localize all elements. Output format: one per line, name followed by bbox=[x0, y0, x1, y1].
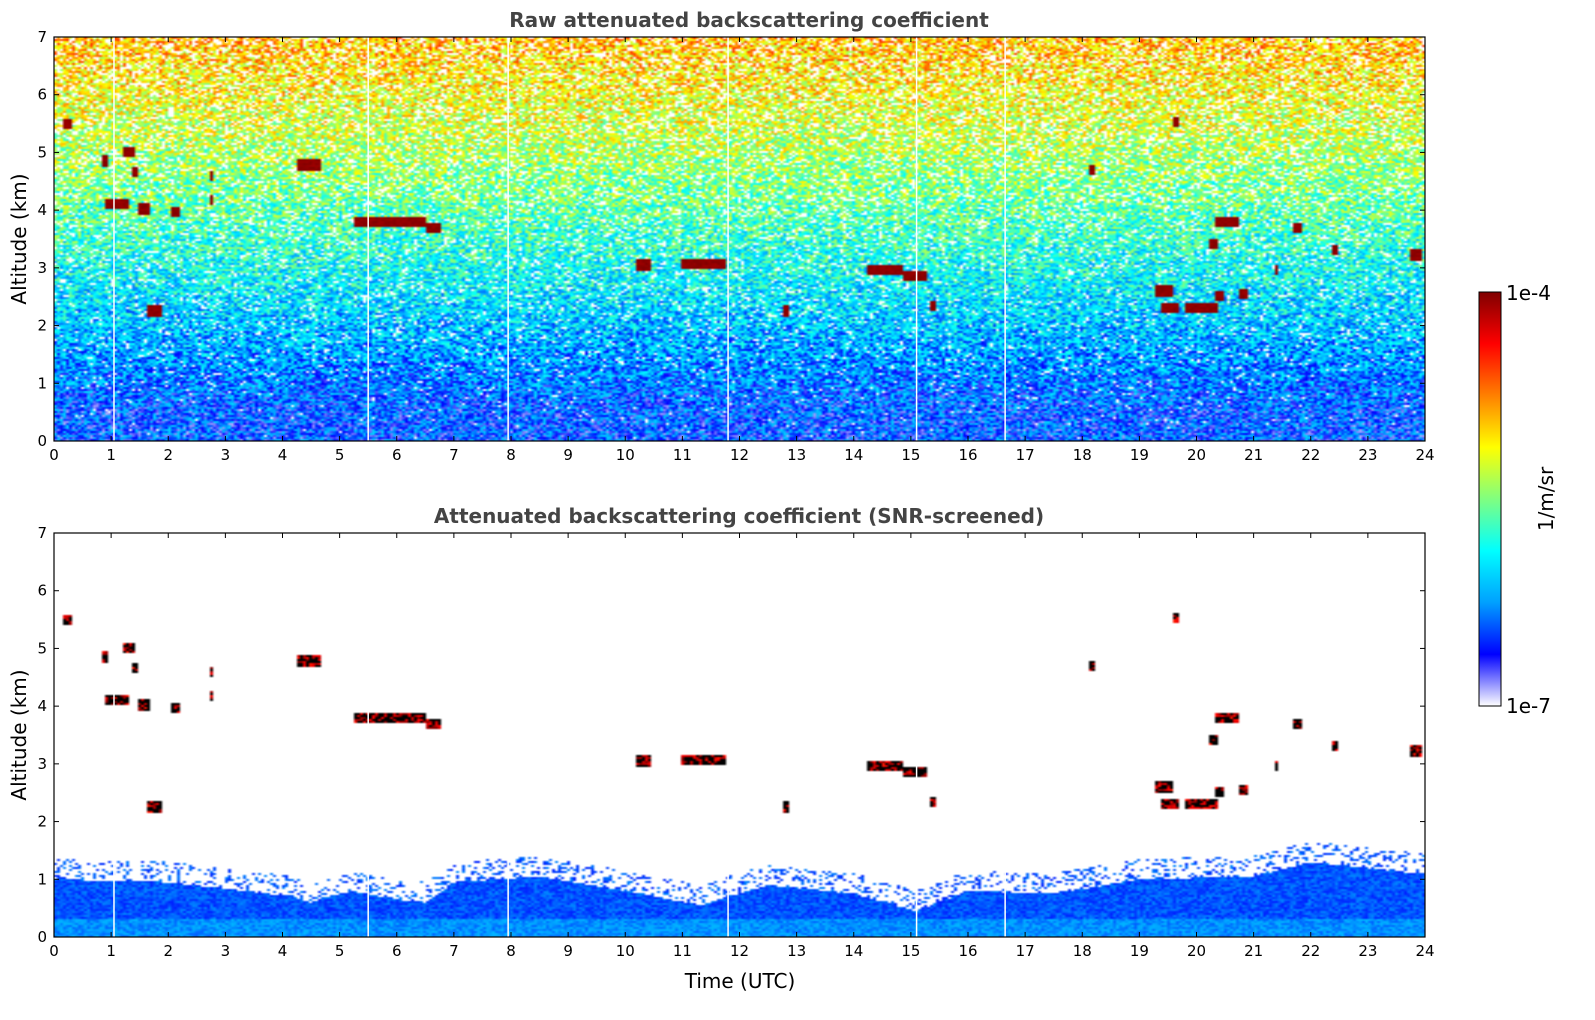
x-tick-label: 4 bbox=[278, 942, 288, 960]
x-tick-label: 2 bbox=[163, 446, 173, 464]
bottom-panel-title: Attenuated backscattering coefficient (S… bbox=[434, 504, 1044, 528]
x-tick-label: 14 bbox=[844, 942, 863, 960]
x-tick-label: 11 bbox=[673, 942, 692, 960]
x-tick-label: 22 bbox=[1301, 446, 1320, 464]
x-tick-label: 1 bbox=[106, 942, 116, 960]
x-tick-label: 9 bbox=[563, 446, 573, 464]
x-tick-label: 6 bbox=[392, 446, 402, 464]
x-tick-label: 13 bbox=[787, 942, 806, 960]
colorbar: 1e-4 1e-7 1/m/sr bbox=[1478, 281, 1558, 718]
x-tick-label: 10 bbox=[616, 446, 635, 464]
top-panel-y-axis-label: Altitude (km) bbox=[7, 173, 31, 304]
bottom-panel-heatmap bbox=[54, 533, 1425, 937]
bottom-panel-x-ticks: 0 1 2 3 4 5 6 7 8 9 10 11 12 13 14 15 16 17 18 19 20 21 22 23 24 bbox=[49, 533, 1435, 960]
x-tick-label: 24 bbox=[1415, 942, 1434, 960]
x-tick-label: 12 bbox=[730, 446, 749, 464]
x-tick-label: 15 bbox=[901, 446, 920, 464]
x-tick-label: 16 bbox=[958, 446, 977, 464]
x-tick-label: 24 bbox=[1415, 446, 1434, 464]
x-tick-label: 10 bbox=[616, 942, 635, 960]
top-panel-x-ticks: 0 1 2 3 4 5 6 7 8 9 10 11 12 13 14 15 16 17 18 19 20 21 22 23 24 bbox=[49, 37, 1435, 464]
x-tick-label: 18 bbox=[1073, 446, 1092, 464]
x-tick-label: 18 bbox=[1073, 942, 1092, 960]
x-tick-label: 4 bbox=[278, 446, 288, 464]
x-tick-label: 19 bbox=[1130, 446, 1149, 464]
y-tick-label: 1 bbox=[37, 374, 47, 392]
top-panel-plot-area bbox=[53, 36, 1426, 442]
x-tick-label: 16 bbox=[958, 942, 977, 960]
y-tick-label: 3 bbox=[37, 755, 47, 773]
x-tick-label: 6 bbox=[392, 942, 402, 960]
y-tick-label: 0 bbox=[37, 432, 47, 450]
x-tick-label: 8 bbox=[506, 446, 516, 464]
x-tick-label: 22 bbox=[1301, 942, 1320, 960]
x-tick-label: 17 bbox=[1016, 446, 1035, 464]
top-panel-title: Raw attenuated backscattering coefficien… bbox=[509, 8, 989, 32]
x-tick-label: 5 bbox=[335, 446, 345, 464]
top-panel-y-ticks: 0 1 2 3 4 5 6 7 bbox=[37, 28, 1425, 450]
x-tick-label: 20 bbox=[1187, 446, 1206, 464]
colorbar-label: 1/m/sr bbox=[1534, 466, 1558, 531]
x-tick-label: 7 bbox=[449, 446, 459, 464]
x-tick-label: 21 bbox=[1244, 446, 1263, 464]
colorbar-min-label: 1e-7 bbox=[1506, 694, 1551, 718]
y-tick-label: 7 bbox=[37, 28, 47, 46]
x-tick-label: 15 bbox=[901, 942, 920, 960]
x-axis-label: Time (UTC) bbox=[684, 969, 796, 993]
y-tick-label: 7 bbox=[37, 524, 47, 542]
x-tick-label: 7 bbox=[449, 942, 459, 960]
x-tick-label: 3 bbox=[221, 446, 231, 464]
x-tick-label: 9 bbox=[563, 942, 573, 960]
y-tick-label: 1 bbox=[37, 870, 47, 888]
x-tick-label: 20 bbox=[1187, 942, 1206, 960]
x-tick-label: 0 bbox=[49, 446, 59, 464]
top-panel-heatmap bbox=[54, 37, 1425, 441]
bottom-panel-plot-area bbox=[53, 532, 1426, 938]
x-tick-label: 23 bbox=[1358, 446, 1377, 464]
bottom-panel-data-gaps bbox=[113, 533, 1006, 937]
bottom-panel-y-ticks: 0 1 2 3 4 5 6 7 bbox=[37, 524, 1425, 946]
x-tick-label: 17 bbox=[1016, 942, 1035, 960]
x-tick-label: 1 bbox=[106, 446, 116, 464]
x-tick-label: 13 bbox=[787, 446, 806, 464]
colorbar-gradient bbox=[1478, 291, 1502, 707]
y-tick-label: 5 bbox=[37, 143, 47, 161]
y-tick-label: 2 bbox=[37, 813, 47, 831]
x-tick-label: 0 bbox=[49, 942, 59, 960]
y-tick-label: 4 bbox=[37, 201, 47, 219]
x-tick-label: 8 bbox=[506, 942, 516, 960]
y-tick-label: 6 bbox=[37, 582, 47, 600]
bottom-panel-y-axis-label: Altitude (km) bbox=[7, 669, 31, 800]
x-tick-label: 2 bbox=[163, 942, 173, 960]
y-tick-label: 2 bbox=[37, 317, 47, 335]
colorbar-max-label: 1e-4 bbox=[1506, 281, 1551, 305]
x-tick-label: 5 bbox=[335, 942, 345, 960]
y-tick-label: 6 bbox=[37, 86, 47, 104]
x-tick-label: 3 bbox=[221, 942, 231, 960]
y-tick-label: 4 bbox=[37, 697, 47, 715]
top-panel-data-gaps bbox=[113, 37, 1006, 441]
y-tick-label: 3 bbox=[37, 259, 47, 277]
x-tick-label: 21 bbox=[1244, 942, 1263, 960]
x-tick-label: 23 bbox=[1358, 942, 1377, 960]
x-tick-label: 12 bbox=[730, 942, 749, 960]
x-tick-label: 14 bbox=[844, 446, 863, 464]
x-tick-label: 19 bbox=[1130, 942, 1149, 960]
y-tick-label: 0 bbox=[37, 928, 47, 946]
y-tick-label: 5 bbox=[37, 639, 47, 657]
x-tick-label: 11 bbox=[673, 446, 692, 464]
